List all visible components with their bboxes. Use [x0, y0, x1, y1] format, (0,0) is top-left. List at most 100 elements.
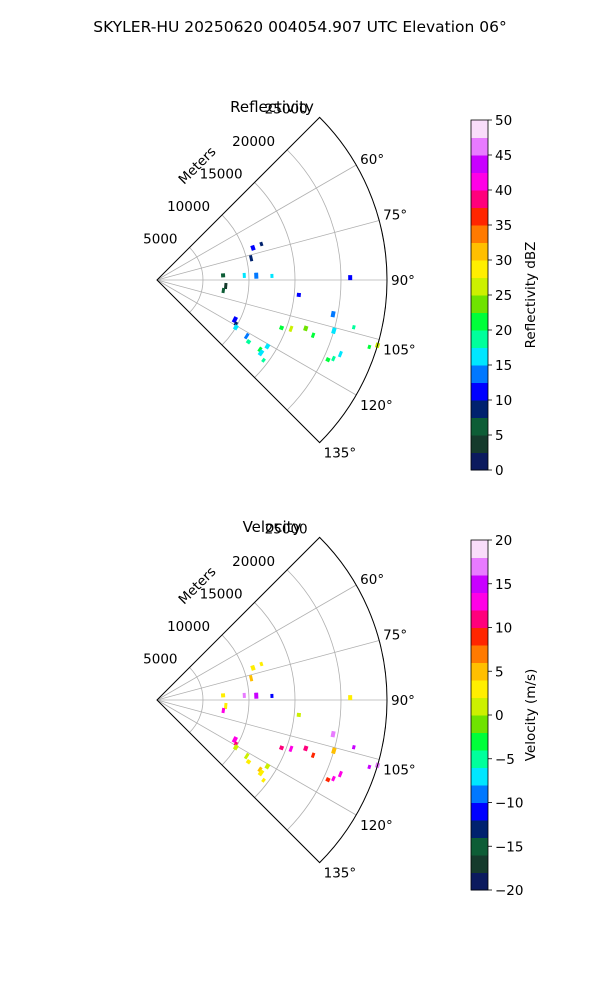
- echo-cell: [331, 327, 337, 335]
- echo-cell: [220, 693, 226, 698]
- figure-title: SKYLER-HU 20250620 004054.907 UTC Elevat…: [93, 18, 507, 36]
- echo-cell: [257, 769, 265, 777]
- colorbar-segment: [471, 715, 488, 733]
- colorbar-tick-label: 0: [495, 463, 504, 479]
- azimuth-tick-label: 90°: [391, 273, 415, 289]
- azimuth-tick-label: 135°: [324, 446, 357, 462]
- echo-cell: [250, 244, 256, 251]
- radial-tick-label: 10000: [167, 619, 210, 635]
- echo-cell: [325, 777, 331, 783]
- radial-tick-label: 20000: [232, 554, 275, 570]
- echo-cell: [221, 707, 226, 714]
- colorbar-tick-label: 20: [495, 533, 512, 549]
- echo-cell: [351, 744, 356, 750]
- colorbar-tick-label: 10: [495, 621, 512, 637]
- echo-cell: [367, 344, 372, 350]
- echo-cell: [242, 272, 246, 279]
- colorbar-tick-label: 50: [495, 113, 512, 129]
- colorbar-segment: [471, 557, 488, 576]
- colorbar-segment: [471, 592, 488, 611]
- echo-cell: [223, 702, 228, 710]
- colorbar-segment: [471, 242, 488, 261]
- echo-cell: [233, 741, 239, 747]
- azimuth-tick-label: 90°: [391, 693, 415, 709]
- colorbar-segment: [471, 277, 488, 296]
- echo-cell: [243, 752, 250, 760]
- colorbar-tick-label: 5: [495, 664, 504, 680]
- echo-cell: [245, 338, 252, 345]
- colorbar-tick-label: 5: [495, 428, 504, 444]
- colorbar-segment: [471, 382, 488, 401]
- echo-cell: [303, 745, 309, 752]
- colorbar-segment: [471, 330, 488, 348]
- echo-cell: [310, 332, 316, 339]
- panel-title: Velocity: [243, 518, 302, 536]
- echo-cell: [231, 736, 239, 744]
- colorbar-segment: [471, 120, 488, 138]
- echo-cell: [261, 357, 266, 363]
- colorbar-segment: [471, 732, 488, 751]
- echo-cell: [254, 692, 259, 699]
- azimuth-gridline: [156, 279, 357, 396]
- echo-cell: [223, 282, 228, 290]
- colorbar-segment: [471, 610, 488, 628]
- echo-cell: [337, 770, 343, 778]
- azimuth-gridline: [156, 279, 380, 340]
- radial-tick-label: 5000: [143, 651, 177, 667]
- echo-cell: [259, 661, 264, 667]
- echo-cell: [348, 275, 353, 281]
- echo-cell: [351, 324, 356, 330]
- echo-cell: [248, 255, 254, 262]
- colorbar-tick-label: 10: [495, 393, 512, 409]
- echo-cell: [310, 752, 316, 759]
- colorbar-segment: [471, 820, 488, 838]
- colorbar-tick-label: 40: [495, 183, 512, 199]
- echo-cell: [220, 273, 226, 278]
- azimuth-tick-label: 120°: [360, 818, 393, 834]
- colorbar-segment: [471, 872, 488, 891]
- colorbar-segment: [471, 365, 488, 383]
- colorbar-tick-label: −20: [495, 883, 524, 899]
- echo-cell: [270, 693, 274, 699]
- colorbar-segment: [471, 452, 488, 471]
- colorbar-label: Reflectivity dBZ: [523, 242, 539, 349]
- echo-cell: [264, 763, 271, 770]
- sector-frame: [156, 536, 388, 864]
- colorbar-segment: [471, 750, 488, 768]
- colorbar-segment: [471, 137, 488, 156]
- echo-cell: [278, 325, 285, 331]
- echo-cell: [331, 747, 337, 755]
- azimuth-gridline: [156, 584, 357, 701]
- echo-cell: [331, 775, 336, 782]
- colorbar-segment: [471, 785, 488, 803]
- colorbar-segment: [471, 312, 488, 331]
- radial-tick-label: 25000: [265, 101, 308, 117]
- echo-cell: [259, 241, 264, 247]
- colorbar-segment: [471, 680, 488, 698]
- echo-cell: [331, 355, 336, 362]
- colorbar-segment: [471, 837, 488, 856]
- echo-cell: [261, 777, 266, 783]
- echo-cell: [270, 273, 274, 279]
- echo-cell: [367, 764, 372, 770]
- echo-cell: [232, 324, 239, 331]
- echo-cell: [232, 744, 239, 751]
- radial-tick-label: 10000: [167, 199, 210, 215]
- colorbar-segment: [471, 260, 488, 278]
- echo-cell: [337, 350, 343, 358]
- colorbar-segment: [471, 172, 488, 191]
- colorbar-tick-label: 15: [495, 577, 512, 593]
- colorbar-label: Velocity (m/s): [523, 669, 539, 762]
- echo-cell: [233, 321, 239, 327]
- colorbar-segment: [471, 190, 488, 208]
- colorbar-tick-label: −5: [495, 752, 515, 768]
- azimuth-tick-label: 120°: [360, 398, 393, 414]
- azimuth-gridline: [156, 220, 380, 281]
- colorbar-segment: [471, 295, 488, 313]
- echo-cell: [325, 357, 331, 363]
- colorbar-tick-label: 35: [495, 218, 512, 234]
- echo-cell: [303, 325, 309, 332]
- panel-title: Reflectivity: [230, 98, 314, 116]
- echo-cell: [288, 745, 294, 753]
